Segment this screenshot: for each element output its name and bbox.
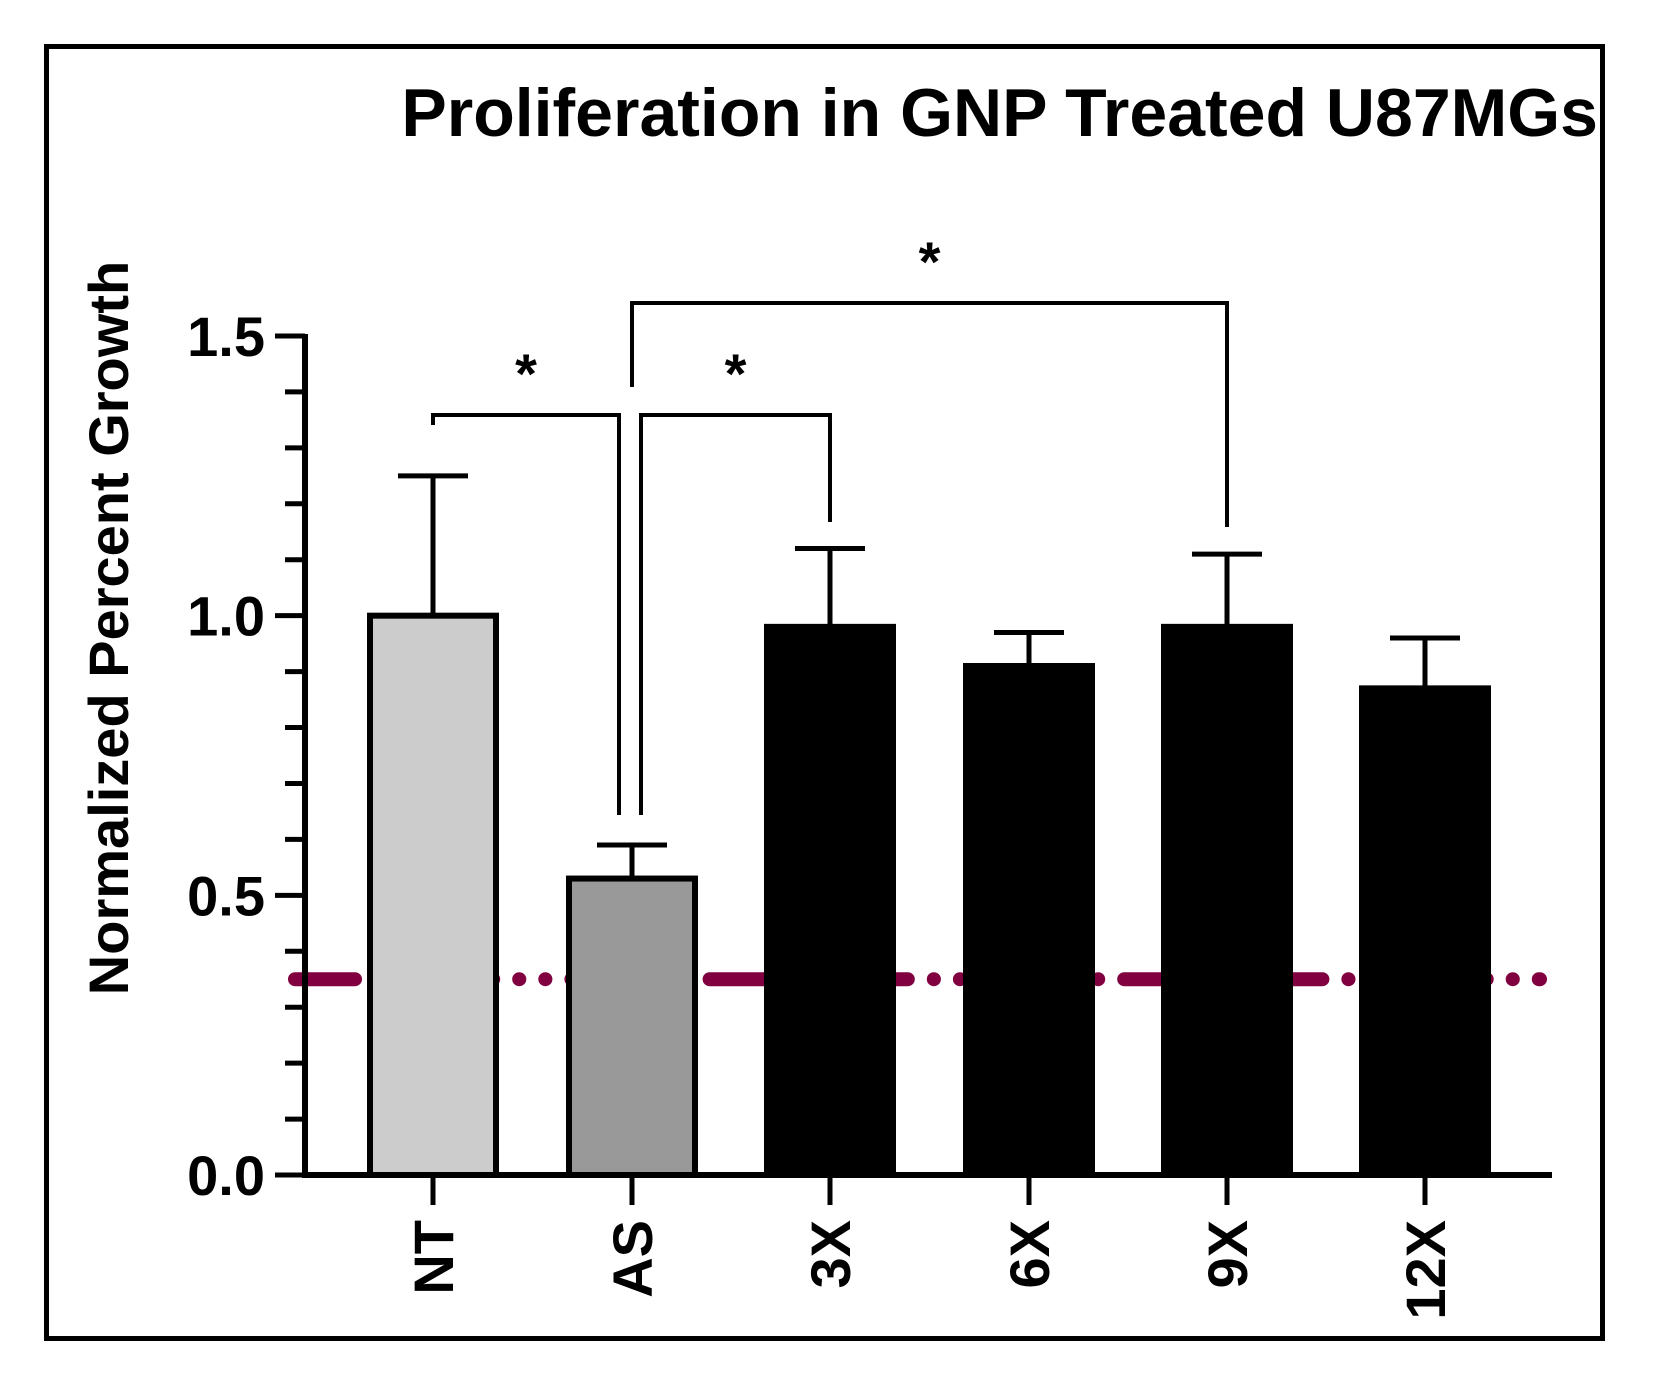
x-tick-label-3x: 3X: [799, 1220, 862, 1289]
significance-bracket-1: [431, 413, 621, 815]
y-axis-label: Normalized Percent Growth: [77, 261, 140, 995]
bar-as: [566, 875, 698, 1178]
significance-star-1: *: [515, 342, 537, 405]
y-tick-label-0: 0.0: [187, 1144, 265, 1207]
x-tick-label-12x: 12X: [1394, 1220, 1457, 1320]
x-tick-label-9x: 9X: [1196, 1220, 1259, 1289]
bar-9x: [1161, 623, 1293, 1178]
bar-12x: [1359, 685, 1491, 1178]
x-tick-label-6x: 6X: [998, 1220, 1061, 1289]
significance-layer: * * *: [431, 230, 1229, 815]
x-tick-label-nt: NT: [402, 1220, 465, 1295]
axis-layer: 0.0 0.5 1.0 1.5 NT AS 3X 6X 9X 12X: [187, 305, 1552, 1320]
bar-3x: [764, 623, 896, 1178]
chart-title: Proliferation in GNP Treated U87MGs: [401, 75, 1598, 151]
x-tick-label-as: AS: [601, 1220, 664, 1298]
y-tick-label-3: 1.5: [187, 305, 265, 368]
significance-star-3: *: [919, 230, 941, 293]
significance-bracket-2: [639, 413, 832, 815]
y-tick-label-2: 1.0: [187, 585, 265, 648]
bar-6x: [963, 663, 1095, 1178]
significance-bracket-3: [630, 301, 1229, 527]
bars-layer: [367, 473, 1491, 1178]
y-tick-label-1: 0.5: [187, 864, 265, 927]
significance-star-2: *: [725, 342, 747, 405]
bar-nt: [367, 612, 499, 1178]
